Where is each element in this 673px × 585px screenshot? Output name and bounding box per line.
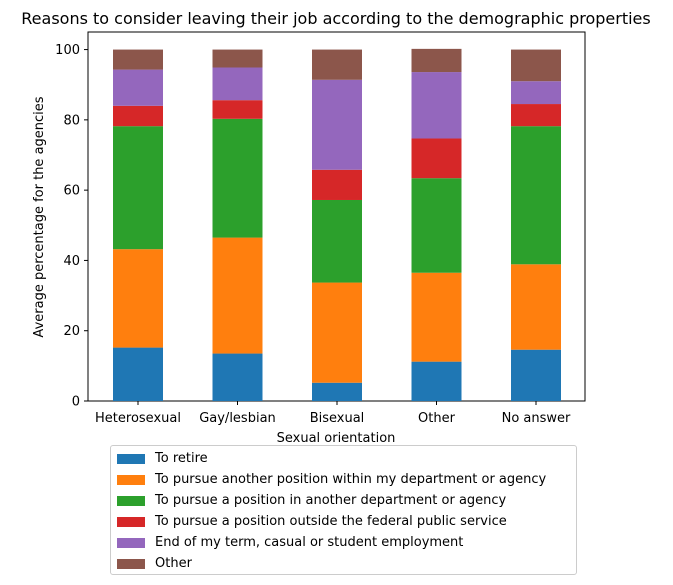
bar-segment bbox=[212, 49, 263, 68]
bar-segment bbox=[113, 69, 163, 106]
y-tick-label: 40 bbox=[63, 254, 80, 269]
y-tick-label: 20 bbox=[63, 324, 80, 339]
legend-label: To pursue another position within my dep… bbox=[155, 472, 547, 487]
bar-segment bbox=[212, 237, 263, 354]
legend-label: To retire bbox=[155, 451, 208, 466]
bar-segment bbox=[411, 72, 462, 139]
y-axis-label: Average percentage for the agencies bbox=[32, 96, 47, 337]
legend-label: To pursue a position in another departme… bbox=[155, 493, 507, 508]
legend-swatch bbox=[117, 558, 145, 569]
bar-segment bbox=[511, 349, 561, 401]
bar-segment bbox=[212, 353, 263, 401]
x-tick-label: No answer bbox=[502, 411, 571, 426]
chart: Reasons to consider leaving their job ac… bbox=[21, 9, 650, 445]
legend-item: End of my term, casual or student employ… bbox=[117, 534, 463, 551]
legend-label: End of my term, casual or student employ… bbox=[155, 535, 464, 550]
bar-segment bbox=[113, 105, 163, 127]
bar-segment bbox=[312, 282, 362, 383]
legend-item: Other bbox=[117, 555, 192, 572]
legend-item: To retire bbox=[117, 450, 208, 467]
bar-segment bbox=[511, 81, 561, 105]
legend-item: To pursue another position within my dep… bbox=[117, 471, 546, 488]
bar-segment bbox=[511, 49, 561, 82]
bar-segment bbox=[212, 118, 263, 238]
legend: To retire To pursue another position with… bbox=[110, 445, 577, 575]
x-tick-label: Heterosexual bbox=[95, 411, 181, 426]
legend-item: To pursue a position outside the federal… bbox=[117, 513, 507, 530]
legend-label: Other bbox=[155, 556, 192, 571]
bar-segment bbox=[212, 100, 263, 119]
bar-segment bbox=[312, 79, 362, 170]
bar-segment bbox=[212, 67, 263, 101]
y-tick-label: 0 bbox=[72, 395, 80, 410]
bar-segment bbox=[411, 138, 462, 179]
bar-segment bbox=[113, 49, 163, 70]
bar-segment bbox=[511, 126, 561, 265]
legend-label: To pursue a position outside the federal… bbox=[155, 514, 507, 529]
x-axis-label: Sexual orientation bbox=[277, 431, 396, 445]
legend-swatch bbox=[117, 474, 145, 485]
y-axis: 0 20 40 60 80 100 bbox=[55, 43, 88, 410]
bar-segment bbox=[411, 361, 462, 401]
bar-segment bbox=[312, 199, 362, 283]
bar-segment bbox=[113, 347, 163, 401]
bar-segment bbox=[511, 104, 561, 127]
legend-swatch bbox=[117, 516, 145, 527]
bar-segment bbox=[511, 264, 561, 350]
y-tick-label: 80 bbox=[63, 113, 80, 128]
x-axis: Heterosexual Gay/lesbian Bisexual Other No a… bbox=[95, 401, 571, 426]
y-tick-label: 100 bbox=[55, 43, 80, 58]
bar-segment bbox=[113, 249, 163, 348]
legend-item: To pursue a position in another departme… bbox=[117, 492, 506, 509]
bar-segment bbox=[312, 382, 362, 401]
x-tick-label: Gay/lesbian bbox=[199, 411, 276, 426]
legend-swatch bbox=[117, 453, 145, 464]
bars-group bbox=[113, 48, 561, 401]
y-tick-label: 60 bbox=[63, 184, 80, 199]
x-tick-label: Bisexual bbox=[310, 411, 365, 426]
bar-segment bbox=[113, 126, 163, 250]
x-tick-label: Other bbox=[418, 411, 456, 426]
bar-segment bbox=[411, 272, 462, 362]
bar-segment bbox=[411, 48, 462, 73]
bar-segment bbox=[312, 169, 362, 200]
bar-segment bbox=[312, 49, 362, 80]
chart-title: Reasons to consider leaving their job ac… bbox=[21, 9, 650, 28]
legend-swatch bbox=[117, 495, 145, 506]
bar-segment bbox=[411, 178, 462, 273]
legend-swatch bbox=[117, 537, 145, 548]
